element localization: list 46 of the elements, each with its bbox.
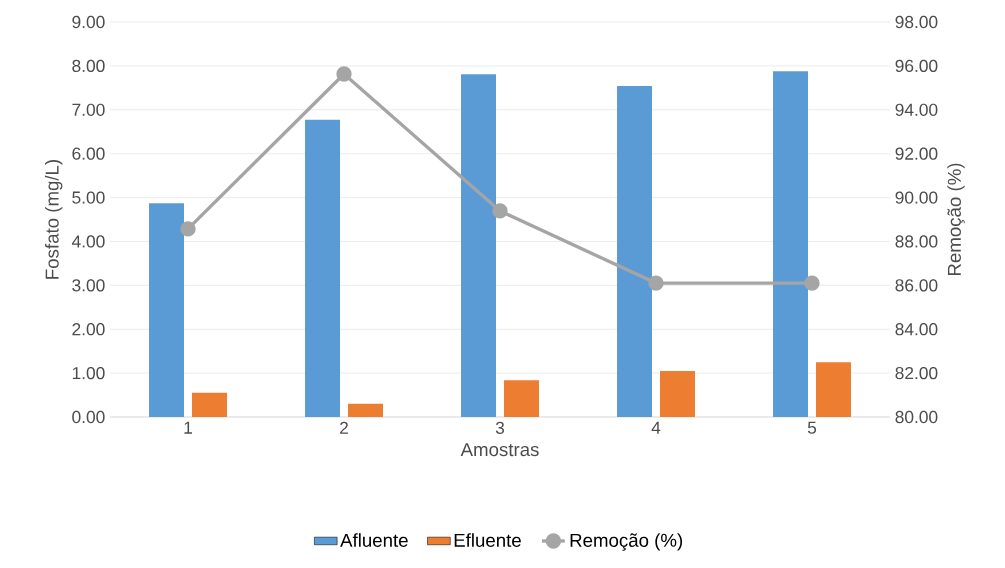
y-tick-label: 9.00 <box>72 15 105 29</box>
point <box>336 66 352 82</box>
x-tick-label: 1 <box>184 421 192 434</box>
y-tick-label: 2.00 <box>72 323 105 336</box>
y-tick-label: 0.00 <box>72 410 105 424</box>
bar <box>816 362 851 417</box>
y-tick-label: 7.00 <box>72 103 105 116</box>
y2-tick-label: 84.00 <box>895 323 938 336</box>
y2-tick-label: 88.00 <box>895 235 938 248</box>
y-tick-label: 5.00 <box>72 191 105 204</box>
bar <box>773 71 809 417</box>
x-tick-label: 5 <box>807 421 817 434</box>
point <box>492 203 508 219</box>
x-tick-label: 2 <box>340 421 348 434</box>
y2-tick-label: 94.00 <box>895 103 938 116</box>
bar <box>461 74 497 417</box>
bar <box>617 86 653 417</box>
y-tick-label: 8.00 <box>72 59 105 73</box>
y2-tick-label: 98.00 <box>895 15 938 29</box>
x-tick-label: 4 <box>651 421 661 434</box>
y-tick-label: 4.00 <box>71 235 105 248</box>
y2-tick-label: 96.00 <box>895 59 938 73</box>
point <box>648 275 664 291</box>
x-tick-label: 3 <box>495 421 505 434</box>
bar <box>192 392 227 417</box>
bar <box>660 370 695 417</box>
y2-tick-label: 92.00 <box>895 147 938 160</box>
bar <box>149 203 185 417</box>
legend-label: Efluente <box>454 533 521 547</box>
x-axis-title: Amostras <box>460 443 539 457</box>
bar <box>305 119 341 417</box>
y2-tick-label: 90.00 <box>895 191 938 204</box>
y-axis-title: Fosfato (mg/L) <box>45 159 63 279</box>
legend-label: Afluente <box>340 533 408 547</box>
legend-label: Remoção (%) <box>570 533 683 551</box>
y2-tick-label: 82.00 <box>895 366 938 380</box>
y2-tick-label: 80.00 <box>895 410 938 424</box>
y2-tick-label: 86.00 <box>895 279 938 292</box>
y2-axis-title: Remoção (%) <box>947 163 965 276</box>
point <box>180 221 196 237</box>
y-tick-label: 3.00 <box>72 279 105 292</box>
y-tick-label: 1.00 <box>72 366 105 380</box>
point <box>804 275 820 291</box>
bar <box>348 403 383 417</box>
bar <box>504 380 539 417</box>
y-tick-label: 6.00 <box>72 147 105 160</box>
